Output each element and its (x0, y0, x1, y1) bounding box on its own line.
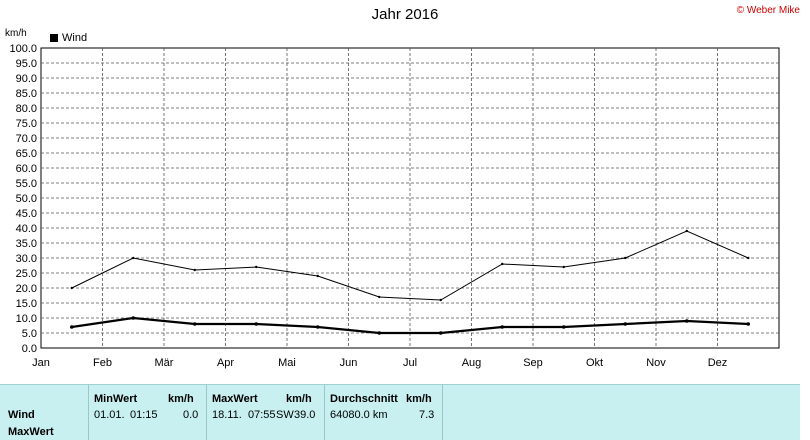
data-point-maxwert (439, 298, 442, 302)
data-point-maxwert (378, 295, 381, 299)
avg-value: 7.3 (419, 409, 435, 421)
data-point-maxwert (624, 256, 627, 260)
min-unit: km/h (168, 393, 194, 405)
data-point-maxwert (747, 256, 750, 260)
data-point-wind (561, 325, 566, 329)
data-point-maxwert (193, 268, 196, 272)
data-point-wind (192, 322, 197, 326)
legend-swatch (50, 34, 58, 42)
x-tick-label: Aug (462, 357, 482, 369)
data-point-wind (377, 331, 382, 335)
avg-distance: 64080.0 km (330, 409, 388, 421)
stats-avg-column: Durchschnitt km/h 64080.0 km 7.3 (324, 385, 443, 440)
y-tick-label: 40.0 (16, 223, 37, 235)
max-header: MaxWert (212, 393, 258, 405)
data-point-maxwert (685, 229, 688, 233)
stats-min-column: MinWert km/h 01.01. 01:15 0.0 (88, 385, 207, 440)
chart-title: Jahr 2016 (371, 6, 439, 23)
y-tick-label: 95.0 (16, 58, 37, 70)
x-tick-label: Jan (32, 357, 50, 369)
y-tick-label: 55.0 (16, 178, 37, 190)
x-tick-label: Dez (708, 357, 728, 369)
legend-label: Wind (62, 32, 88, 44)
data-point-wind (131, 316, 136, 320)
min-value: 0.0 (183, 409, 199, 421)
data-point-wind (500, 325, 505, 329)
data-point-maxwert (501, 262, 504, 266)
x-tick-label: Sep (523, 357, 543, 369)
series-line-wind (71, 316, 749, 335)
max-date: 18.11. (212, 409, 242, 421)
y-tick-label: 80.0 (16, 103, 37, 115)
x-tick-label: Jul (403, 357, 417, 369)
x-tick-label: Feb (93, 357, 112, 369)
row-label-wind: Wind (8, 409, 35, 421)
y-tick-label: 75.0 (16, 118, 37, 130)
max-direction: SW (276, 409, 294, 421)
data-point-wind (746, 322, 751, 326)
y-tick-label: 10.0 (16, 313, 37, 325)
data-point-wind (623, 322, 628, 326)
stats-max-column: MaxWert km/h 18.11. 07:55 SW 39.0 (206, 385, 325, 440)
data-point-maxwert (562, 265, 565, 269)
y-tick-label: 85.0 (16, 88, 37, 100)
avg-header: Durchschnitt (330, 393, 398, 405)
y-tick-label: 25.0 (16, 268, 37, 280)
stats-panel: Wind MaxWert MinWert km/h 01.01. 01:15 0… (0, 384, 800, 440)
data-point-maxwert (255, 265, 258, 269)
stats-label-column (0, 385, 89, 440)
y-tick-label: 0.0 (22, 343, 37, 355)
y-tick-label: 20.0 (16, 283, 37, 295)
data-point-maxwert (132, 256, 135, 260)
y-tick-label: 5.0 (22, 328, 37, 340)
y-tick-label: 65.0 (16, 148, 37, 160)
data-point-wind (315, 325, 320, 329)
y-tick-label: 50.0 (16, 193, 37, 205)
min-date: 01.01. (94, 409, 125, 421)
max-time: 07:55 (248, 409, 276, 421)
data-point-maxwert (70, 286, 73, 290)
y-tick-label: 90.0 (16, 73, 37, 85)
series-line-maxwert (71, 230, 749, 301)
y-tick-label: 35.0 (16, 238, 37, 250)
min-time: 01:15 (130, 409, 158, 421)
y-tick-label: 60.0 (16, 163, 37, 175)
data-point-maxwert (316, 274, 319, 278)
max-unit: km/h (286, 393, 312, 405)
x-tick-label: Jun (340, 357, 358, 369)
y-axis-unit: km/h (5, 28, 27, 39)
row-label-maxwert: MaxWert (8, 426, 54, 438)
legend: Wind (50, 32, 87, 44)
min-header: MinWert (94, 393, 138, 405)
x-tick-label: Mai (278, 357, 296, 369)
y-tick-label: 15.0 (16, 298, 37, 310)
x-tick-label: Apr (217, 357, 234, 369)
data-point-wind (438, 331, 443, 335)
x-tick-label: Mär (155, 357, 174, 369)
x-tick-label: Nov (646, 357, 666, 369)
data-point-wind (684, 319, 689, 323)
y-tick-label: 100.0 (9, 43, 37, 55)
y-tick-label: 30.0 (16, 253, 37, 265)
data-point-wind (254, 322, 259, 326)
y-tick-label: 45.0 (16, 208, 37, 220)
data-point-wind (69, 325, 74, 329)
copyright-label: © Weber Mike (736, 5, 800, 16)
wind-chart: 0.0 5.0 10.0 15.0 20.0 25.0 30.0 35.0 40.0 45.0 50… (9, 43, 780, 369)
y-tick-label: 70.0 (16, 133, 37, 145)
avg-unit: km/h (406, 393, 432, 405)
x-tick-label: Okt (586, 357, 603, 369)
max-value: 39.0 (294, 409, 316, 421)
